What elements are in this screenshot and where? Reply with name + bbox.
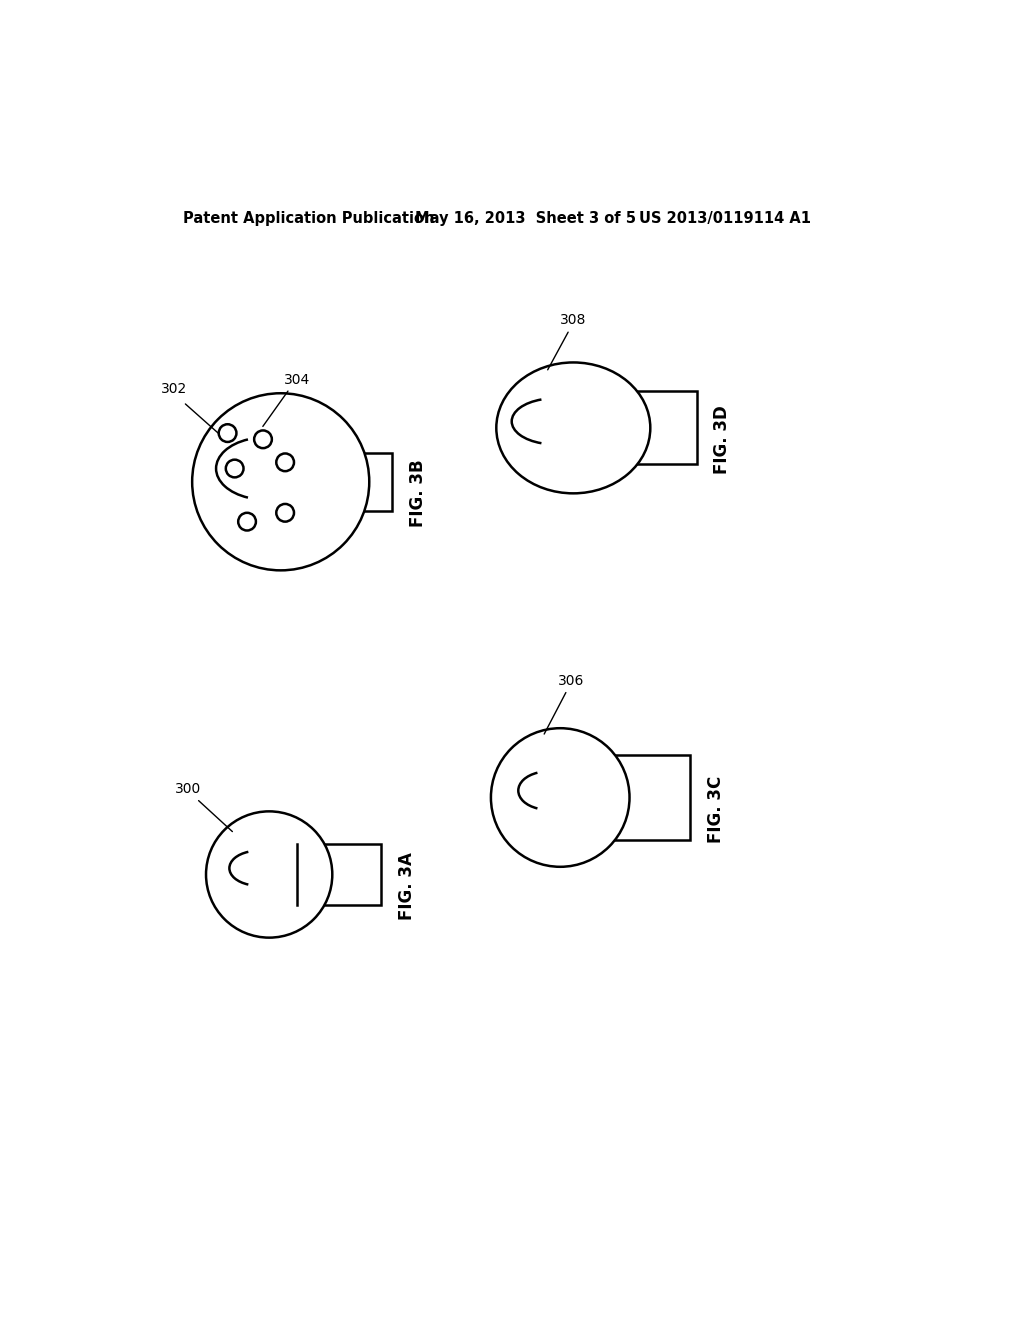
Circle shape [490,729,630,867]
Text: FIG. 3C: FIG. 3C [707,775,725,842]
Text: 304: 304 [284,374,310,387]
Text: FIG. 3A: FIG. 3A [397,853,416,920]
Text: 306: 306 [558,675,585,688]
Text: 300: 300 [175,783,202,796]
Text: May 16, 2013  Sheet 3 of 5: May 16, 2013 Sheet 3 of 5 [416,211,637,226]
Text: US 2013/0119114 A1: US 2013/0119114 A1 [639,211,811,226]
Text: FIG. 3B: FIG. 3B [410,459,427,527]
Ellipse shape [497,363,650,494]
Text: 302: 302 [162,381,187,396]
Circle shape [276,454,294,471]
Circle shape [219,424,237,442]
Circle shape [254,430,271,449]
Text: Patent Application Publication: Patent Application Publication [183,211,434,226]
Circle shape [276,504,294,521]
Text: 308: 308 [560,313,587,327]
Bar [566,755,689,840]
Circle shape [239,512,256,531]
Circle shape [226,459,244,478]
Text: FIG. 3D: FIG. 3D [714,405,731,474]
Bar [273,843,381,906]
Bar [292,453,392,511]
Bar [581,391,696,465]
Circle shape [193,393,370,570]
Circle shape [206,812,333,937]
